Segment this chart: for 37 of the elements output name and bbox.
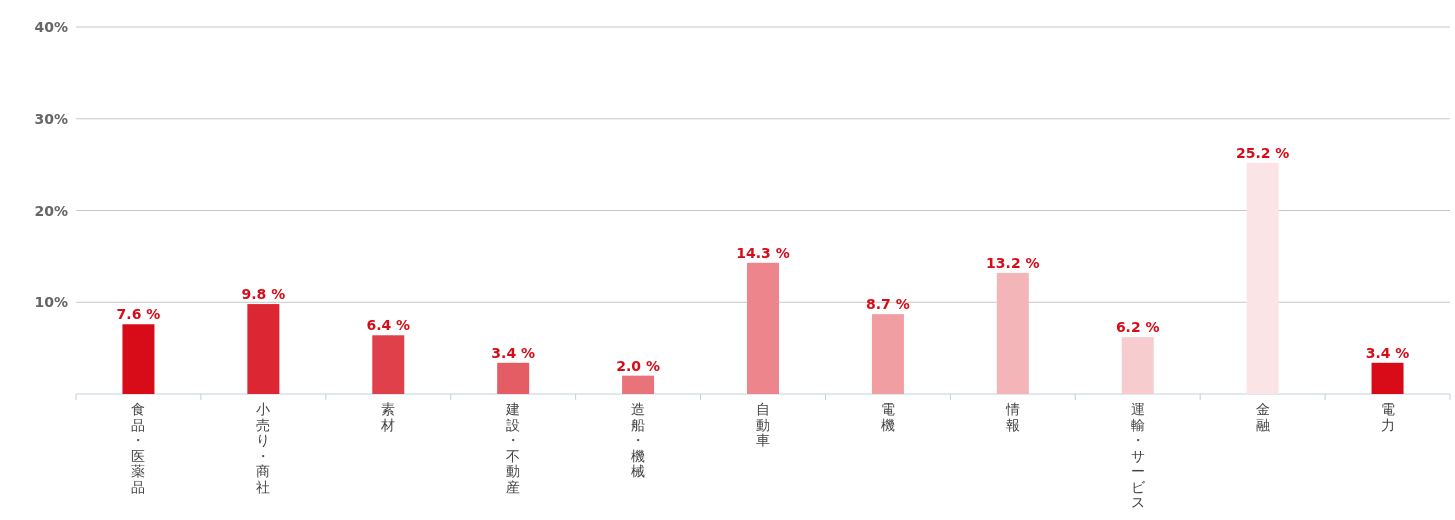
data-label: 6.2 % bbox=[1115, 319, 1160, 336]
x-tick-label: 電機 bbox=[880, 401, 895, 433]
data-label: 6.4 % bbox=[366, 317, 411, 334]
data-label: 3.4 % bbox=[491, 344, 536, 361]
data-label: 13.2 % bbox=[986, 254, 1040, 271]
x-tick-label: 情報 bbox=[1004, 401, 1020, 433]
bar bbox=[747, 262, 779, 394]
data-label: 9.8 % bbox=[241, 286, 286, 303]
data-label: 8.7 % bbox=[866, 296, 910, 313]
bar bbox=[622, 375, 655, 394]
bar bbox=[996, 272, 1029, 394]
bar bbox=[372, 335, 405, 394]
x-tick-label: 運輸・サービス bbox=[1130, 401, 1146, 510]
x-tick-label: 造船・機械 bbox=[631, 401, 646, 479]
x-tick-label: 自動車 bbox=[756, 401, 770, 448]
x-tick-label: 金融 bbox=[1255, 401, 1270, 433]
data-label: 14.3 % bbox=[736, 244, 790, 261]
bar bbox=[497, 362, 530, 394]
bar bbox=[1371, 362, 1404, 394]
data-label: 25.2 % bbox=[1235, 144, 1290, 161]
x-tick-label: 素材 bbox=[380, 401, 396, 433]
x-tick-label: 建設・不動産 bbox=[505, 401, 521, 495]
x-tick-label: 電力 bbox=[1380, 401, 1395, 433]
bar bbox=[1121, 337, 1154, 394]
bar bbox=[1246, 162, 1279, 394]
data-label: 2.0 % bbox=[616, 357, 660, 374]
data-label: 3.4 % bbox=[1365, 344, 1410, 361]
x-tick-label: 小売り・商社 bbox=[256, 401, 271, 495]
x-tick-label: 食品・医薬品 bbox=[131, 401, 146, 495]
bar bbox=[871, 314, 904, 394]
y-tick-label: 40% bbox=[34, 19, 68, 35]
y-tick-label: 20% bbox=[34, 202, 68, 219]
bar bbox=[122, 324, 155, 394]
y-tick-label: 30% bbox=[34, 110, 68, 127]
data-label: 7.6 % bbox=[116, 306, 161, 323]
y-tick-label: 10% bbox=[34, 294, 68, 311]
bar bbox=[247, 304, 280, 394]
